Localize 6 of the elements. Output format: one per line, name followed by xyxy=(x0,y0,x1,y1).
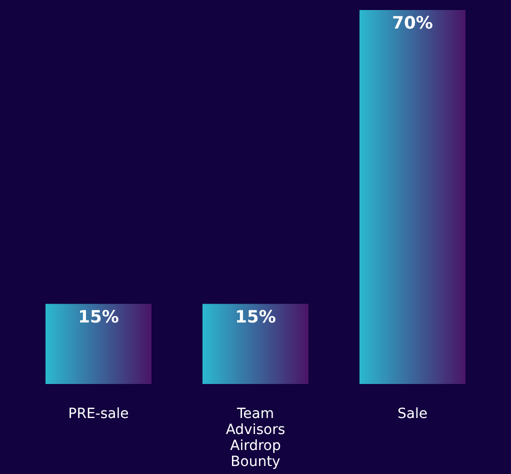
x-tick-label: PRE-sale xyxy=(68,406,129,422)
data-label: 70% xyxy=(392,14,433,34)
data-label: 15% xyxy=(235,307,276,328)
x-tick-label: Sale xyxy=(398,406,428,422)
x-tick-label: Team Advisors Airdrop Bounty xyxy=(226,406,286,470)
data-label: 15% xyxy=(78,307,119,328)
